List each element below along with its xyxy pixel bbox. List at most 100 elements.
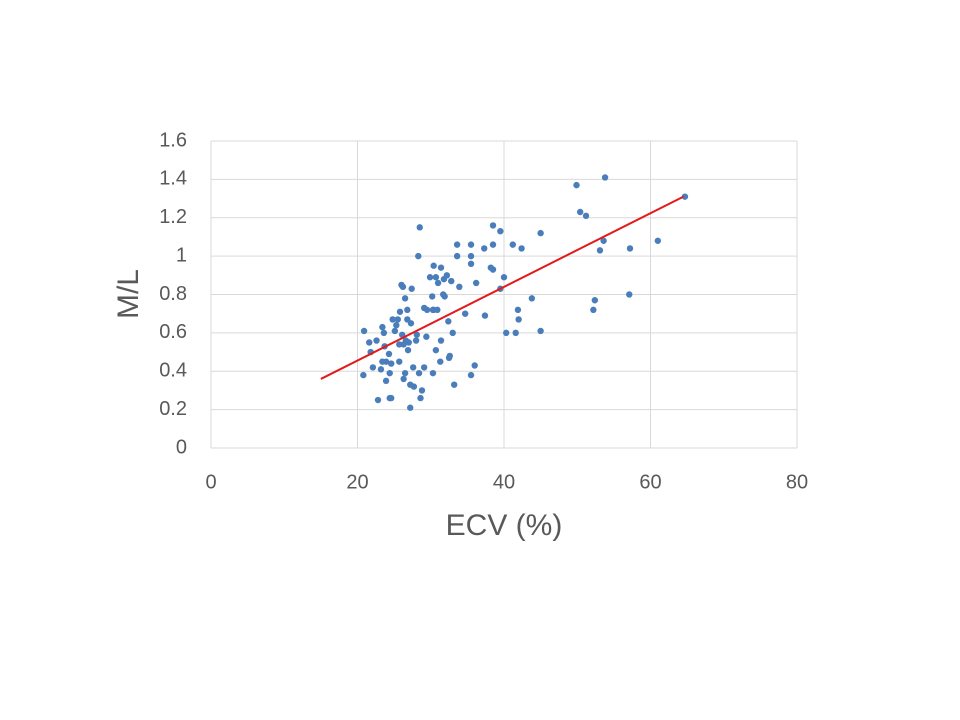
y-tick-label: 0.6 xyxy=(159,321,187,343)
trend-line xyxy=(320,195,684,380)
point xyxy=(416,224,423,231)
point xyxy=(489,266,497,273)
point xyxy=(443,272,451,279)
point xyxy=(681,193,689,200)
point xyxy=(417,394,424,402)
point xyxy=(489,222,497,229)
point xyxy=(453,241,461,248)
point xyxy=(380,329,388,337)
point xyxy=(360,371,367,379)
point xyxy=(434,306,441,314)
point xyxy=(407,404,414,411)
point xyxy=(415,369,423,377)
point xyxy=(426,274,434,281)
point xyxy=(489,241,497,248)
point xyxy=(446,352,453,360)
point xyxy=(382,358,390,365)
point xyxy=(396,341,403,348)
point xyxy=(401,369,409,377)
point xyxy=(461,310,469,317)
point xyxy=(514,306,522,314)
point xyxy=(590,306,597,314)
y-tick-label: 1.2 xyxy=(159,206,187,228)
y-tick-label: 0.8 xyxy=(159,283,187,305)
point xyxy=(654,237,662,244)
point xyxy=(437,358,444,365)
point xyxy=(441,293,448,300)
point xyxy=(387,360,395,367)
point xyxy=(467,241,475,248)
point xyxy=(512,329,519,337)
point xyxy=(467,252,475,260)
point xyxy=(387,394,395,402)
point xyxy=(600,237,607,244)
point xyxy=(472,279,480,287)
y-tick-label: 1 xyxy=(176,244,187,266)
point xyxy=(374,396,382,404)
point xyxy=(434,279,442,287)
point xyxy=(396,358,403,365)
point xyxy=(537,229,544,237)
point xyxy=(456,283,463,291)
point xyxy=(404,346,412,354)
point xyxy=(437,264,445,271)
point xyxy=(399,283,407,291)
y-tick-label: 0 xyxy=(176,436,187,458)
point xyxy=(377,366,385,373)
point xyxy=(537,327,544,335)
point xyxy=(360,327,368,335)
point xyxy=(413,331,421,338)
x-tick-label: 0 xyxy=(205,471,216,493)
point xyxy=(601,174,609,181)
point xyxy=(420,364,428,371)
point xyxy=(394,316,401,323)
point xyxy=(626,245,634,252)
point xyxy=(502,329,510,337)
point xyxy=(429,369,437,377)
point xyxy=(497,227,504,235)
point xyxy=(515,316,522,323)
point xyxy=(626,291,633,298)
x-tick-label: 40 xyxy=(493,471,515,493)
point xyxy=(481,312,489,319)
point xyxy=(582,212,590,220)
point xyxy=(453,252,461,260)
point xyxy=(405,339,412,346)
point xyxy=(373,337,380,344)
point xyxy=(467,260,475,267)
point xyxy=(467,371,475,379)
point xyxy=(432,346,440,354)
point xyxy=(407,320,415,327)
point xyxy=(404,306,411,314)
point xyxy=(412,337,420,344)
point xyxy=(518,245,525,252)
point xyxy=(471,362,478,369)
point xyxy=(576,208,584,216)
y-axis-title: M/L xyxy=(112,269,145,319)
point xyxy=(401,295,409,302)
point xyxy=(591,297,599,304)
point xyxy=(410,383,418,390)
point xyxy=(573,181,580,189)
point xyxy=(450,381,458,388)
point xyxy=(500,274,508,281)
x-tick-label: 60 xyxy=(639,471,661,493)
y-tick-label: 1.4 xyxy=(159,168,187,190)
point xyxy=(528,295,536,302)
point xyxy=(449,329,456,337)
y-tick-label: 0.2 xyxy=(159,398,187,420)
y-tick-label: 1.6 xyxy=(159,129,187,151)
point xyxy=(429,293,436,300)
point xyxy=(596,247,604,254)
point xyxy=(400,375,407,383)
point xyxy=(385,350,393,358)
point xyxy=(509,241,516,248)
point xyxy=(415,252,422,260)
point xyxy=(409,364,417,371)
point xyxy=(418,387,426,394)
point xyxy=(366,339,373,346)
point xyxy=(423,333,430,340)
point xyxy=(430,262,437,269)
point xyxy=(391,327,399,335)
point xyxy=(481,245,488,252)
